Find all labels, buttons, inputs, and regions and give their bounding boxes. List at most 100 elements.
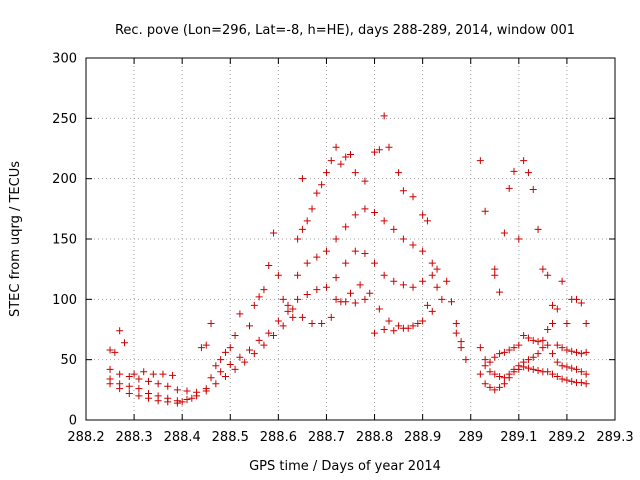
data-point [419, 247, 427, 255]
data-point [361, 205, 369, 213]
data-point [202, 341, 210, 349]
data-point [568, 377, 576, 385]
data-point [481, 207, 489, 215]
data-point [332, 295, 340, 303]
data-point [568, 364, 576, 372]
data-point [558, 375, 566, 383]
data-point [173, 386, 181, 394]
data-point [476, 344, 484, 352]
x-tick-label: 288.3 [115, 430, 152, 445]
data-point [500, 380, 508, 388]
data-point [500, 229, 508, 237]
data-points [106, 112, 590, 407]
data-point [409, 241, 417, 249]
data-point [135, 375, 143, 383]
data-point [563, 363, 571, 371]
data-point [371, 329, 379, 337]
data-point [246, 346, 254, 354]
data-point [409, 193, 417, 201]
data-point [385, 317, 393, 325]
data-point [265, 262, 273, 270]
data-point [361, 249, 369, 257]
data-point [544, 341, 552, 349]
data-point [419, 317, 427, 325]
data-point [486, 383, 494, 391]
y-tick-label: 200 [52, 172, 77, 187]
data-point [582, 370, 590, 378]
x-axis-label: GPS time / Days of year 2014 [249, 459, 441, 474]
data-point [231, 332, 239, 340]
data-point [212, 362, 220, 370]
x-tick-label: 288.5 [212, 430, 249, 445]
data-point [375, 305, 383, 313]
x-tick-label: 288.6 [260, 430, 297, 445]
data-point [347, 151, 354, 159]
data-point [318, 319, 326, 327]
data-point [294, 235, 302, 243]
data-point [188, 394, 196, 402]
data-point [496, 383, 504, 391]
data-point [380, 217, 388, 225]
data-point [322, 283, 330, 291]
data-point [390, 327, 398, 335]
data-point [313, 253, 321, 261]
data-point [294, 295, 302, 303]
data-point [342, 298, 350, 306]
data-point [375, 146, 383, 154]
data-point [318, 181, 326, 189]
y-tick-label: 300 [52, 52, 77, 67]
data-point [539, 265, 547, 273]
y-tick-label: 100 [52, 293, 77, 308]
data-point [265, 329, 273, 337]
data-point [260, 341, 268, 349]
data-point [520, 157, 528, 165]
data-point [491, 265, 499, 273]
data-point [529, 365, 537, 373]
data-point [558, 344, 566, 352]
data-point [116, 385, 124, 393]
data-point [226, 360, 234, 368]
x-tick-label: 288.8 [356, 430, 393, 445]
data-point [371, 148, 379, 156]
data-point [337, 160, 345, 168]
data-point [279, 322, 287, 330]
data-point [236, 353, 244, 361]
data-point [351, 211, 359, 219]
data-point [553, 373, 561, 381]
data-point [313, 286, 321, 294]
data-point [106, 365, 114, 373]
data-point [553, 305, 561, 313]
data-point [433, 283, 441, 291]
data-point [246, 322, 254, 330]
data-point [366, 289, 374, 297]
data-point [125, 389, 133, 397]
data-point [409, 322, 417, 330]
data-point [385, 143, 393, 151]
data-point [380, 326, 388, 333]
grid-lines [86, 58, 615, 420]
data-point [154, 397, 162, 405]
data-point [577, 368, 585, 376]
data-point [481, 362, 489, 370]
data-point [399, 187, 407, 195]
data-point [178, 398, 186, 406]
data-point [289, 313, 297, 321]
data-point [419, 277, 427, 285]
x-tick-label: 289.2 [548, 430, 585, 445]
data-point [399, 324, 407, 332]
data-point [183, 395, 191, 403]
data-point [255, 336, 263, 344]
data-point [447, 298, 455, 306]
data-point [476, 157, 484, 165]
data-point [361, 177, 369, 185]
data-point [409, 283, 417, 291]
data-point [221, 373, 229, 381]
data-point [428, 271, 436, 279]
data-point [428, 259, 436, 267]
data-point [130, 370, 138, 378]
data-point [308, 319, 316, 327]
data-point [573, 295, 581, 303]
data-point [125, 373, 133, 381]
y-axis-label: STEC from uqrg / TECUs [8, 161, 23, 317]
